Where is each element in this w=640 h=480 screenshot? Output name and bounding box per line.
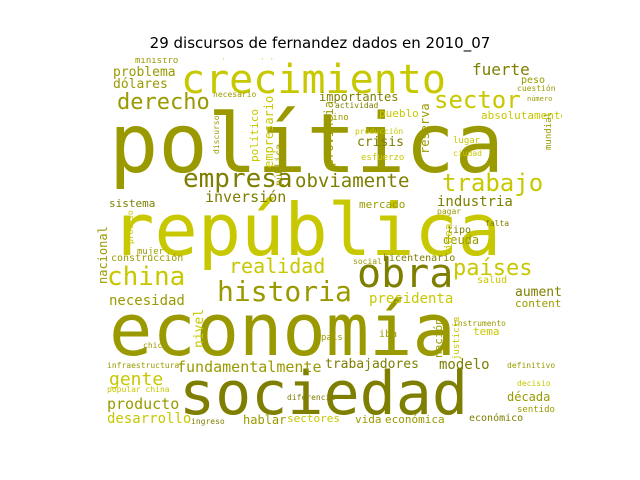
word-pagar: pagar (437, 207, 462, 216)
word-crisis: crisis (357, 135, 404, 150)
word-ciudad: ciudad (453, 149, 482, 158)
word-ministro: ministro (135, 58, 179, 66)
word-sociedad: sociedad (179, 359, 468, 427)
word-infraestructura: infraestructura (107, 361, 180, 370)
word-inversion: inversión (205, 188, 287, 206)
word-numero: número (527, 95, 553, 103)
word-historia: historia (217, 275, 352, 308)
word-gente: gente (109, 369, 164, 390)
word-nacion: nación (432, 318, 445, 358)
word-sector: sector (434, 86, 521, 114)
word-proceso: proceso (126, 210, 135, 244)
word-peso: peso (521, 75, 546, 86)
word-producto: producto (107, 395, 180, 413)
word-discurso: discurso (212, 115, 221, 154)
word-presidenta: presidenta (369, 291, 454, 307)
word-produccion: producción (355, 127, 404, 136)
word-mundial: mundial (544, 112, 554, 150)
word-republica-popular: república popular (213, 58, 295, 60)
word-definitivo: definitivo (507, 361, 556, 370)
word-iba: iba (379, 329, 398, 340)
word-chico: chico (143, 341, 168, 350)
word-falta: falta (485, 219, 510, 228)
word-fundamentalmente: fundamentalmente (177, 358, 322, 376)
word-popular-china: popular china (107, 385, 170, 394)
word-social: social (353, 257, 382, 266)
word-republica: república (111, 188, 502, 272)
word-trabajo: trabajo (442, 169, 544, 197)
word-sentido: sentido (517, 405, 555, 415)
word-provincia: provincia (322, 100, 336, 166)
word-tipo: tipo (447, 225, 472, 236)
word-china: china (107, 262, 186, 292)
word-economica: económica (385, 413, 445, 426)
word-construccion: construcción (111, 253, 184, 264)
word-modelo: modelo (439, 357, 490, 373)
word-decisio: decisio (517, 379, 551, 388)
word-crecimiento: crecimiento (181, 58, 446, 103)
word-obra: obra (357, 251, 454, 297)
word-sistema: sistema (109, 197, 156, 210)
chart-title: 29 discursos de fernandez dados en 2010_… (149, 34, 491, 52)
word-cloud: política república economía sociedad cre… (97, 58, 562, 427)
word-politica: política (109, 97, 504, 192)
word-importantes: importantes (319, 90, 399, 104)
word-esfuerzo: esfuerzo (361, 153, 405, 163)
word-ingreso: ingreso (191, 417, 225, 426)
word-empresa: empresa (183, 164, 293, 194)
word-pais: país (321, 333, 343, 343)
word-nivel: nivel (192, 308, 207, 348)
word-decada: década (507, 390, 551, 404)
word-derecho: derecho (117, 90, 210, 115)
word-obviamente: obviamente (295, 170, 410, 192)
word-contento: contento (515, 297, 562, 310)
word-necesario: necesario (213, 90, 257, 99)
word-problema: problema (113, 65, 176, 80)
word-diferencia: diferencia (287, 393, 336, 402)
word-paises: países (453, 256, 533, 281)
word-fuerte: fuerte (472, 60, 530, 79)
word-reserva: reserva (418, 103, 432, 154)
word-pueblo: pueblo (379, 107, 419, 120)
word-trabajadores: trabajadores (325, 357, 419, 372)
word-tema: tema (473, 325, 500, 338)
word-actividad: actividad (335, 101, 379, 110)
word-hablar: hablar (243, 413, 287, 427)
word-economico: económico (469, 413, 524, 424)
word-politico: político (248, 109, 261, 162)
word-bicentenario: bicentenario (383, 253, 456, 264)
word-termino: término (153, 58, 187, 60)
word-industria: industria (437, 194, 513, 210)
word-recurso: recurso (224, 122, 234, 160)
word-mujer: mujer (137, 247, 165, 257)
word-desarrollo: desarrollo (107, 411, 192, 427)
word-absolutamente: absolutamente (481, 109, 562, 122)
word-dolares: dólares (113, 77, 168, 92)
word-economia: economía (109, 288, 456, 372)
word-lugar: lugar (453, 136, 481, 146)
word-necesidad: necesidad (109, 293, 185, 309)
word-sectores: sectores (287, 412, 340, 425)
word-justicia: justicia (452, 316, 462, 360)
word-publica: pública (274, 143, 285, 186)
word-nacional: nacional (97, 226, 110, 284)
word-mercado: mercado (359, 198, 406, 211)
word-idea: idea (442, 223, 455, 251)
word-vino: vino (327, 113, 349, 123)
word-vida: vida (355, 413, 382, 426)
word-aumento: aumento (515, 285, 562, 300)
word-instrumento: instrumento (453, 319, 506, 328)
word-cuestion: cuestión (517, 84, 556, 93)
word-deuda: deuda (443, 233, 480, 247)
word-realidad: realidad (229, 254, 326, 278)
word-salud: salud (477, 275, 508, 286)
